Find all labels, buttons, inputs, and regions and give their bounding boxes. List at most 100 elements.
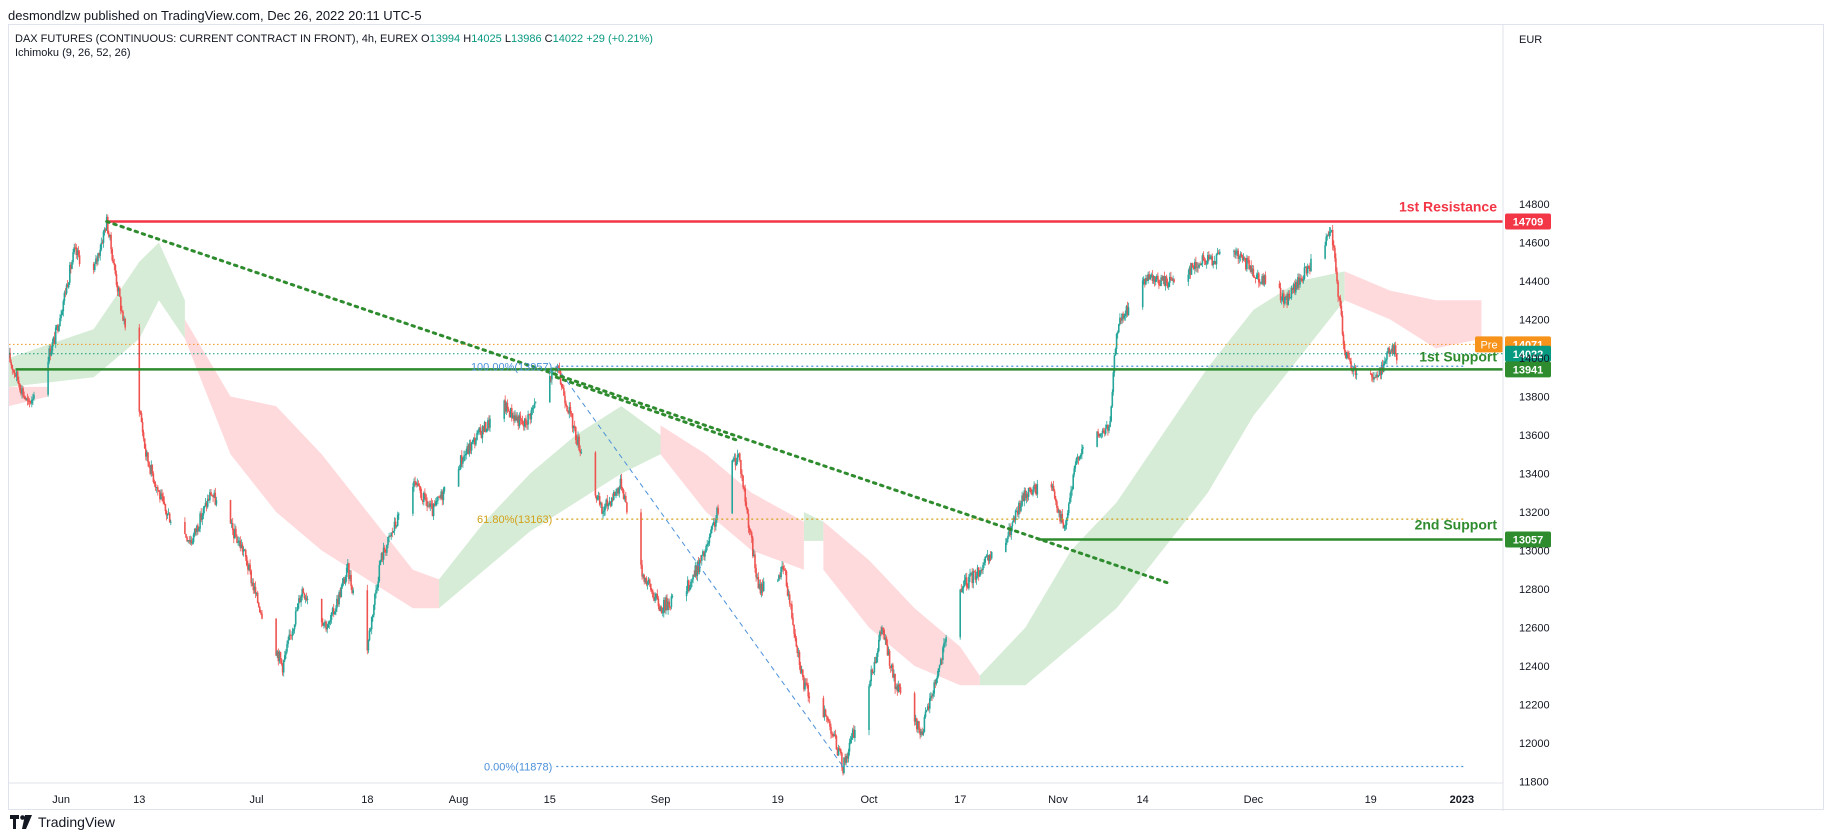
candle-body — [887, 650, 890, 656]
candle-body — [471, 440, 474, 443]
candle-body — [981, 570, 983, 571]
candle-body — [701, 555, 703, 561]
candle-body — [1263, 275, 1266, 285]
candle-body — [368, 630, 371, 641]
candle-body — [398, 513, 400, 515]
candle-body — [800, 669, 803, 673]
candle-body — [331, 608, 334, 613]
candle-body — [107, 216, 109, 234]
candle-body — [932, 693, 934, 697]
candle-body — [1375, 374, 1377, 378]
candle-body — [1331, 230, 1334, 246]
candle-body — [1248, 260, 1250, 269]
candle-body — [484, 422, 487, 432]
candle-body — [1391, 345, 1394, 352]
candle-body — [101, 242, 104, 244]
candle-body — [1396, 353, 1398, 361]
candle-body — [1024, 490, 1027, 499]
candle-body — [1372, 376, 1374, 380]
candle-body — [741, 473, 743, 476]
candle-body — [191, 542, 194, 544]
candle-body — [1302, 278, 1305, 281]
candle-body — [1115, 334, 1118, 349]
candle-body — [692, 575, 694, 580]
candle-body — [342, 578, 345, 583]
candle-body — [844, 757, 846, 763]
candle-body — [876, 651, 879, 657]
candle-body — [414, 481, 416, 483]
x-tick-label: Jul — [250, 794, 264, 806]
candle-body — [669, 606, 672, 608]
candle-body — [734, 458, 737, 466]
candle-body — [337, 598, 339, 605]
candle-body — [1389, 351, 1391, 354]
candle-body — [1022, 495, 1024, 502]
candle-body — [15, 371, 18, 377]
candle-body — [653, 597, 655, 601]
candle-body — [963, 579, 966, 587]
candle-body — [1233, 250, 1235, 252]
candle-body — [373, 604, 375, 616]
fib-level-label: 61.80%(13163) — [477, 514, 552, 526]
candle-body — [110, 234, 112, 250]
cloud-bullish — [803, 512, 824, 541]
candle-body — [1189, 267, 1192, 275]
candle-body — [504, 400, 506, 412]
candle-body — [163, 501, 166, 504]
candle-body — [917, 721, 919, 730]
candle-body — [75, 247, 78, 255]
candle-body — [437, 496, 439, 501]
candle-body — [1259, 282, 1261, 284]
candle-body — [871, 669, 874, 673]
candle-body — [466, 446, 468, 454]
candle-body — [424, 492, 426, 495]
candle-body — [284, 655, 286, 661]
candle-body — [92, 263, 95, 270]
candle-body — [1153, 276, 1156, 283]
candle-body — [1204, 261, 1207, 264]
support2-label: 2nd Support — [1415, 517, 1498, 533]
candle-body — [170, 522, 172, 523]
legend-c-value: 14022 — [553, 33, 587, 45]
fib-anchor-line — [555, 365, 844, 767]
legend-l-label: L — [505, 33, 511, 45]
candle-body — [868, 686, 870, 730]
candle-body — [1069, 498, 1071, 504]
candle-body — [67, 282, 70, 288]
candle-body — [1162, 276, 1165, 281]
candle-body — [936, 675, 939, 679]
candle-body — [19, 384, 21, 391]
chart-area[interactable]: 100.00%(13957) 61.80%(13163) 0.00%(11878) 1… — [8, 24, 1825, 811]
price-chart[interactable]: 100.00%(13957)61.80%(13163)0.00%(11878)1… — [9, 25, 1825, 811]
candle-body — [290, 634, 293, 636]
candle-body — [345, 567, 348, 577]
tradingview-logo[interactable]: TradingView — [10, 814, 115, 830]
candle-body — [790, 603, 792, 605]
candle-body — [1188, 267, 1191, 275]
candle-body — [626, 502, 628, 513]
candle-body — [750, 532, 753, 538]
candle-body — [1031, 492, 1033, 495]
candle-body — [1058, 510, 1060, 513]
candle-body — [1009, 527, 1011, 535]
candle-body — [610, 498, 613, 506]
candle-body — [150, 464, 153, 474]
candle-body — [506, 402, 509, 410]
candle-body — [1260, 282, 1262, 284]
candle-body — [149, 466, 151, 474]
candle-body — [476, 432, 478, 441]
candle-body — [1202, 255, 1205, 261]
candle-body — [1328, 231, 1331, 236]
candle-body — [193, 528, 196, 535]
candle-body — [196, 525, 198, 532]
candle-body — [1219, 251, 1221, 254]
candle-body — [155, 487, 158, 488]
candle-body — [708, 536, 711, 544]
candle-body — [846, 756, 849, 759]
candle-body — [656, 593, 659, 599]
candle-body — [1030, 488, 1032, 493]
candle-body — [428, 505, 430, 507]
annotation-lines — [9, 220, 1503, 768]
candle-body — [830, 726, 832, 734]
candle-body — [102, 231, 105, 243]
